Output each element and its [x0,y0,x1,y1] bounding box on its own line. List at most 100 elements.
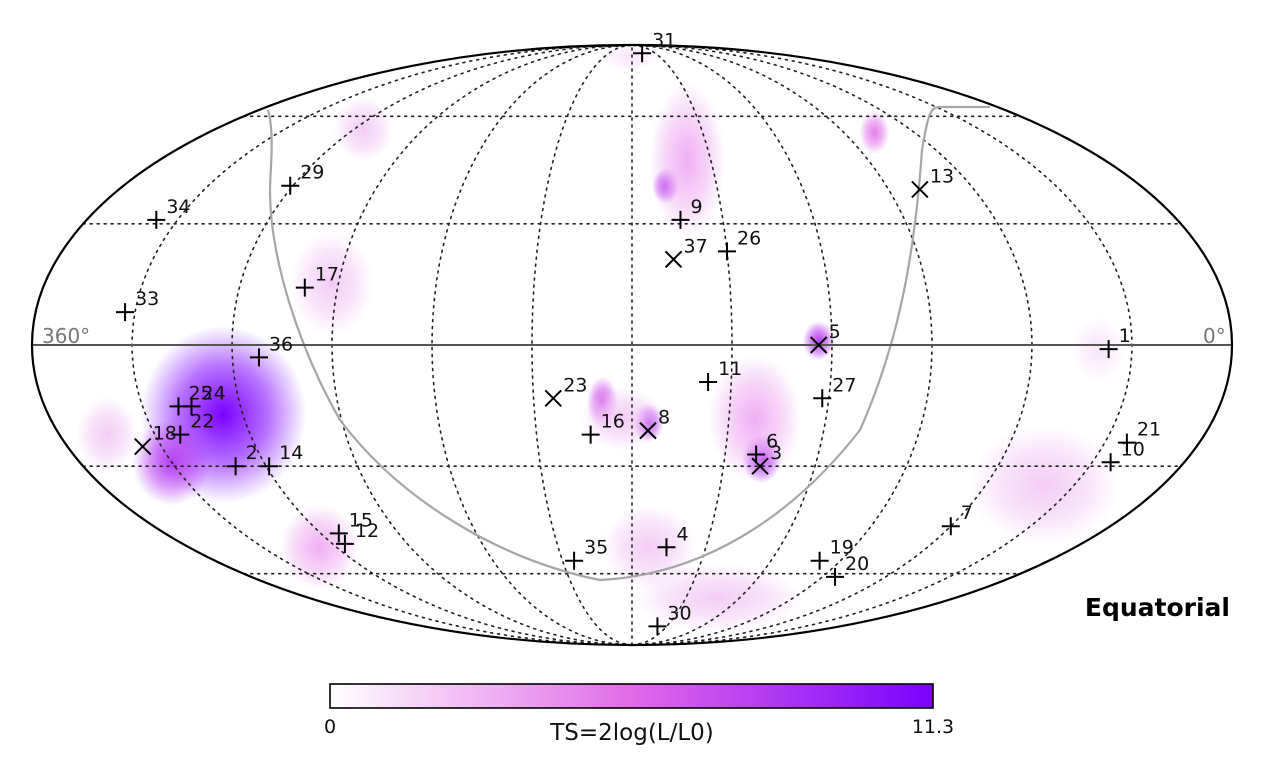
plus-marker [116,303,135,322]
source-label: 5 [829,321,841,343]
plus-marker [581,425,600,444]
source-marker: 22 [171,411,214,444]
plus-marker [747,445,766,464]
plus-marker [699,372,718,391]
colorbar-title: TS=2log(L/L0) [549,720,714,746]
source-marker: 18 [133,423,177,456]
plus-marker [260,457,279,476]
cross-x-marker [911,180,929,199]
source-marker: 25 [169,382,213,416]
source-label: 4 [676,523,688,545]
source-marker: 4 [657,523,689,557]
plus-marker [657,538,676,557]
source-label: 21 [1137,419,1161,441]
source-marker: 20 [826,553,869,586]
source-marker: 16 [581,411,625,444]
plus-marker [335,534,354,553]
source-label: 16 [601,411,625,433]
source-marker: 30 [648,602,692,636]
cross-x-marker [133,437,152,456]
source-markers: 12 34567891011121314151617181920212223242… [116,29,1161,636]
plus-marker [147,210,166,229]
source-label: 9 [690,196,702,218]
meridian-line [631,45,733,645]
plus-marker [565,551,584,570]
plus-marker [281,176,300,195]
source-label: 17 [315,264,339,286]
source-marker: 36 [249,333,293,367]
source-marker: 13 [911,165,954,199]
source-label: 27 [832,374,856,396]
source-label: 11 [718,358,742,380]
colorbar-min-label: 0 [324,716,336,738]
source-label: 37 [684,235,708,257]
cross-x-marker [544,389,562,407]
source-marker: 17 [295,264,339,297]
plus-marker [295,278,314,297]
source-label: 6 [766,430,778,452]
galactic-plane-curve [266,105,990,582]
source-marker: 11 [699,358,742,391]
source-label: 33 [135,288,159,310]
source-marker: 5 [809,321,841,354]
ts-hotspot [859,110,890,155]
ts-hotspot [76,396,138,473]
cross-x-marker [664,250,683,269]
source-marker: 35 [565,537,608,570]
colorbar-gradient [329,683,934,709]
source-marker: 8 [639,407,670,440]
source-label: 3 [770,442,782,464]
plus-marker [329,524,348,543]
source-label: 18 [153,423,177,445]
x-tick-right-label: 0° [1203,324,1226,348]
source-marker: 15 [329,509,373,543]
plus-marker [813,389,832,408]
ts-hotspot [601,504,697,590]
plus-marker [249,348,268,367]
source-label: 35 [584,537,608,559]
source-marker: 27 [813,374,856,408]
ts-hotspot [968,426,1120,545]
ts-hotspot [279,504,359,590]
source-marker: 31 [633,29,676,63]
plus-marker [226,457,245,476]
source-marker: 14 [260,442,303,476]
source-marker: 6 [747,430,778,464]
plus-marker [633,44,652,63]
source-label: 15 [349,509,373,531]
ts-hotspot [1071,316,1126,382]
ts-hotspot [649,83,725,238]
plus-marker [1117,433,1136,452]
plus-marker [171,425,190,444]
ts-hotspot [333,96,393,162]
source-label: 30 [667,602,691,624]
source-marker: 3 [751,442,782,475]
source-label: 19 [830,537,854,559]
source-marker: 19 [810,537,854,570]
source-marker: 23 [544,374,587,407]
source-label: 31 [652,29,676,51]
plus-marker [1099,340,1118,359]
ts-hotspot [802,321,835,361]
source-label: 36 [269,333,293,355]
colorbar-max-label: 11.3 [912,716,954,738]
ts-heatmap [76,45,1126,633]
ts-hotspot [708,354,802,483]
source-label: 25 [188,382,212,404]
source-marker: 12 [335,520,379,553]
source-label: 24 [202,382,226,404]
source-marker: 24 [182,382,226,416]
plus-marker [810,551,829,570]
plus-marker [941,517,960,536]
source-marker: 33 [116,288,159,322]
source-label: 2 [246,442,258,464]
source-label: 20 [845,553,869,575]
source-label: 23 [563,374,587,396]
plus-marker [169,397,188,416]
cross-x-marker [809,336,828,354]
source-marker: 1 [1099,325,1131,359]
source-marker: 34 [147,196,191,229]
frame-label: Equatorial [1085,593,1230,622]
source-label: 34 [166,196,190,218]
